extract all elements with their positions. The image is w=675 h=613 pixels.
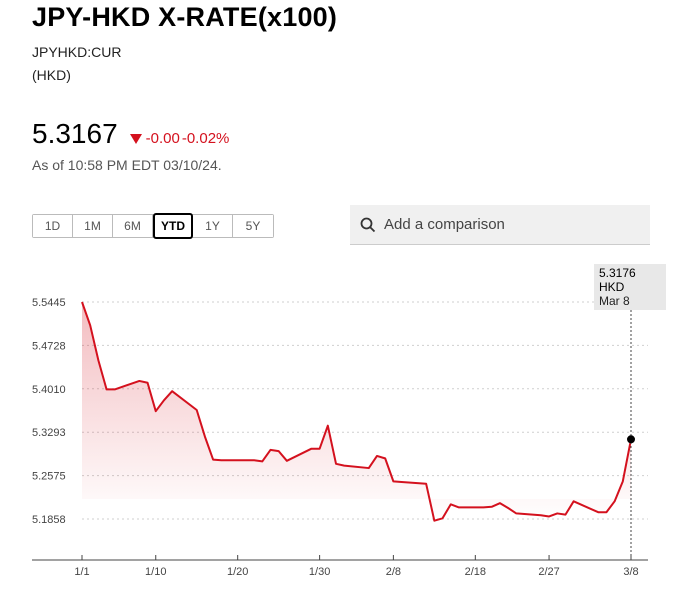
hover-point — [627, 435, 635, 444]
y-tick-label: 5.4010 — [32, 384, 66, 396]
range-button-1m[interactable]: 1M — [73, 215, 113, 237]
y-tick-label: 5.5445 — [32, 297, 66, 309]
chart-tooltip: 5.3176 HKD Mar 8 — [594, 264, 666, 310]
currency-label: (HKD) — [32, 67, 71, 83]
comparison-search[interactable] — [350, 205, 650, 245]
y-tick-label: 5.1858 — [32, 514, 66, 526]
ticker-symbol: JPYHKD:CUR — [32, 44, 122, 60]
comparison-search-input[interactable] — [384, 216, 624, 233]
range-button-5y[interactable]: 5Y — [233, 215, 273, 237]
quote-row: 5.3167 -0.00 -0.02% — [32, 118, 231, 150]
x-tick-label: 3/8 — [623, 566, 638, 578]
x-tick-label: 2/27 — [538, 566, 559, 578]
x-tick-label: 1/1 — [74, 566, 89, 578]
price-change: -0.00 -0.02% — [129, 129, 232, 147]
x-tick-label: 2/18 — [465, 566, 486, 578]
y-tick-label: 5.2575 — [32, 471, 66, 483]
x-tick-label: 1/30 — [309, 566, 330, 578]
y-tick-label: 5.3293 — [32, 427, 66, 439]
range-button-6m[interactable]: 6M — [113, 215, 153, 237]
price-chart[interactable]: 5.5445 5.4728 5.4010 5.3293 5.2575 5.1858 1/1 1… — [0, 258, 675, 613]
y-tick-label: 5.4728 — [32, 340, 66, 352]
as-of-timestamp: As of 10:58 PM EDT 03/10/24. — [32, 157, 222, 173]
range-button-ytd[interactable]: YTD — [153, 213, 193, 239]
search-icon — [360, 217, 376, 232]
triangle-down-icon — [129, 134, 142, 144]
current-price: 5.3167 — [32, 118, 118, 149]
price-area — [82, 302, 631, 521]
change-value: -0.00 — [145, 129, 180, 147]
range-selector: 1D 1M 6M YTD 1Y 5Y — [32, 213, 274, 239]
price-line — [81, 301, 632, 522]
tooltip-date: Mar 8 — [599, 294, 630, 308]
x-tick-label: 1/20 — [227, 566, 248, 578]
tooltip-value: 5.3176 HKD — [599, 266, 636, 294]
x-tick-label: 2/8 — [386, 566, 401, 578]
range-button-1d[interactable]: 1D — [33, 215, 73, 237]
x-tick-label: 1/10 — [145, 566, 166, 578]
range-button-1y[interactable]: 1Y — [193, 215, 233, 237]
page-title: JPY-HKD X-RATE(x100) — [32, 2, 338, 32]
change-percent: -0.02% — [181, 129, 230, 147]
